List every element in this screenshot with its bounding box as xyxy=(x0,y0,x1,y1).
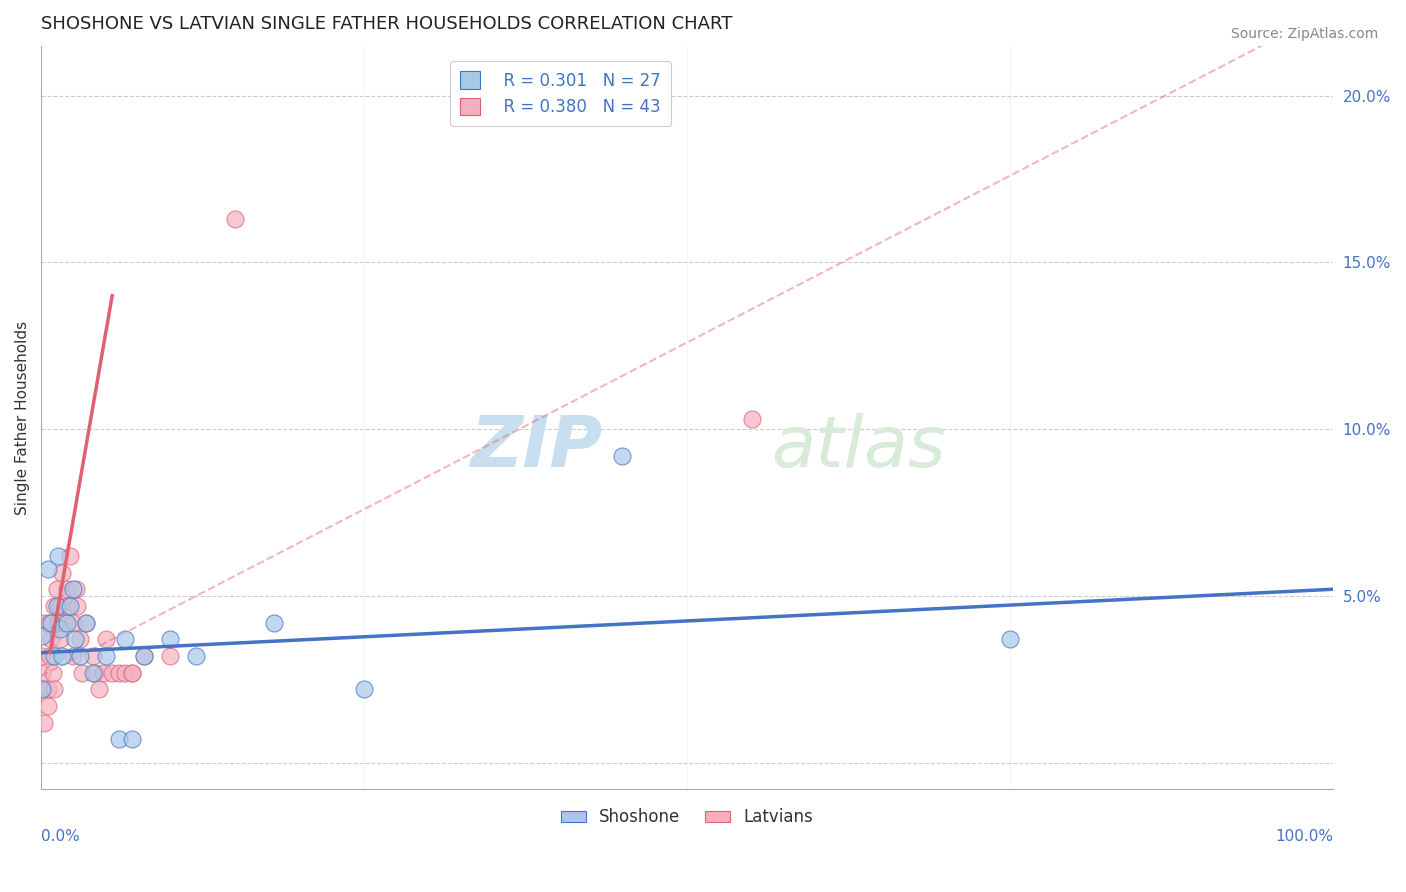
Point xyxy=(224,212,246,227)
Text: ZIP: ZIP xyxy=(471,413,603,482)
Point xyxy=(353,682,375,697)
Point xyxy=(56,582,79,597)
Point xyxy=(121,732,143,747)
Point xyxy=(107,732,129,747)
Point xyxy=(42,665,65,680)
Point xyxy=(53,615,76,630)
Point xyxy=(69,648,91,663)
Point xyxy=(114,632,136,647)
Point xyxy=(134,648,156,663)
Legend: Shoshone, Latvians: Shoshone, Latvians xyxy=(554,802,820,833)
Point xyxy=(101,665,124,680)
Point xyxy=(49,599,72,613)
Point xyxy=(56,599,79,613)
Point xyxy=(75,615,97,630)
Point xyxy=(63,632,86,647)
Point xyxy=(31,665,53,680)
Text: atlas: atlas xyxy=(770,413,946,482)
Y-axis label: Single Father Households: Single Father Households xyxy=(15,320,30,515)
Point xyxy=(31,629,53,643)
Point xyxy=(94,648,117,663)
Text: 0.0%: 0.0% xyxy=(41,830,80,845)
Point xyxy=(31,682,53,697)
Text: SHOSHONE VS LATVIAN SINGLE FATHER HOUSEHOLDS CORRELATION CHART: SHOSHONE VS LATVIAN SINGLE FATHER HOUSEH… xyxy=(41,15,733,33)
Point xyxy=(612,449,634,463)
Point xyxy=(82,648,104,663)
Point xyxy=(41,615,63,630)
Point xyxy=(75,615,97,630)
Point xyxy=(45,599,67,613)
Point xyxy=(134,648,156,663)
Point xyxy=(65,582,87,597)
Point xyxy=(56,615,79,630)
Point xyxy=(58,549,80,563)
Point xyxy=(91,665,114,680)
Point xyxy=(89,682,111,697)
Point xyxy=(107,665,129,680)
Point xyxy=(62,648,84,663)
Point xyxy=(37,562,59,576)
Point xyxy=(121,665,143,680)
Point xyxy=(159,648,181,663)
Point xyxy=(84,665,107,680)
Point xyxy=(49,632,72,647)
Point xyxy=(263,615,285,630)
Point xyxy=(45,582,67,597)
Point xyxy=(51,566,73,580)
Point xyxy=(58,599,80,613)
Point xyxy=(998,632,1021,647)
Point xyxy=(37,698,59,713)
Point xyxy=(741,412,763,426)
Point xyxy=(42,648,65,663)
Point xyxy=(38,615,60,630)
Point xyxy=(72,665,94,680)
Point xyxy=(37,682,59,697)
Point xyxy=(184,648,207,663)
Point xyxy=(121,665,143,680)
Point xyxy=(41,632,63,647)
Point xyxy=(114,665,136,680)
Point xyxy=(46,615,69,630)
Point xyxy=(49,622,72,636)
Point xyxy=(39,648,62,663)
Point xyxy=(69,632,91,647)
Point xyxy=(159,632,181,647)
Text: 100.0%: 100.0% xyxy=(1275,830,1333,845)
Point xyxy=(31,648,53,663)
Point xyxy=(32,715,55,730)
Point xyxy=(42,599,65,613)
Point xyxy=(34,615,56,630)
Point xyxy=(46,549,69,563)
Point xyxy=(31,682,53,697)
Point xyxy=(94,632,117,647)
Point xyxy=(51,648,73,663)
Point xyxy=(66,599,89,613)
Text: Source: ZipAtlas.com: Source: ZipAtlas.com xyxy=(1230,27,1378,41)
Point xyxy=(42,682,65,697)
Point xyxy=(62,582,84,597)
Point xyxy=(62,615,84,630)
Point xyxy=(82,665,104,680)
